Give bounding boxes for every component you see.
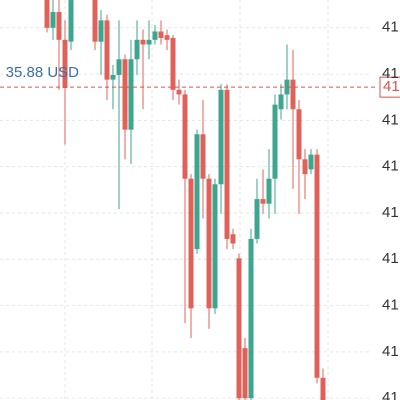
last-price-label: 35.88 USD (6, 64, 80, 81)
candle-body (206, 178, 212, 309)
candle-body (278, 94, 284, 110)
candle-body (230, 234, 236, 244)
candle-body (200, 134, 206, 179)
candle-body (50, 12, 56, 28)
candle-body (134, 39, 140, 60)
candle-body (272, 104, 278, 179)
candle-body (176, 89, 182, 95)
candle-body (212, 184, 218, 309)
y-tick-label: 41 (382, 19, 399, 36)
candle-body (302, 159, 308, 175)
candle-body (182, 94, 188, 179)
candle-body (218, 89, 224, 185)
candle-body (56, 12, 62, 40)
candle-body (266, 178, 272, 204)
candle-body (224, 89, 230, 239)
candle-body (68, 0, 74, 42)
candle-body (98, 20, 104, 42)
candle-body (290, 79, 296, 110)
candle-body (158, 31, 164, 38)
y-tick-label: 41 (382, 111, 399, 128)
y-tick-label: 41 (382, 250, 399, 267)
candle-body (260, 199, 266, 204)
candle-body (110, 75, 116, 80)
candle-body (296, 109, 302, 160)
candle-body (92, 0, 98, 42)
candle-body (242, 348, 248, 399)
y-tick-label: 41 (382, 158, 399, 175)
candle-body (104, 20, 110, 80)
candle-body (44, 0, 50, 28)
candle-body (314, 154, 320, 378)
candle-body (122, 59, 128, 130)
candle-body (164, 35, 170, 40)
candle-body (254, 199, 260, 239)
candle-body (170, 37, 176, 90)
candle-body (152, 31, 158, 40)
candle-body (188, 178, 194, 309)
candle-body (62, 39, 68, 88)
candle-body (194, 134, 200, 250)
y-tick-label: 41 (382, 343, 399, 360)
candle-body (248, 238, 254, 399)
candle-body (140, 39, 146, 45)
y-tick-label: 41 (382, 389, 399, 400)
last-price-tag-box (379, 76, 400, 98)
candle-body (308, 154, 314, 170)
candles (44, 0, 326, 400)
candle-body (320, 377, 326, 400)
overlay: 35.88 USD 41 (0, 64, 400, 98)
y-tick-label: 41 (382, 204, 399, 221)
last-price-tag: 41 (383, 78, 400, 95)
y-tick-label: 41 (382, 297, 399, 314)
candle-body (116, 59, 122, 75)
candle-body (146, 39, 152, 45)
candle-body (128, 59, 134, 130)
y-tick-label: 41 (382, 65, 399, 82)
candle-body (236, 258, 242, 399)
